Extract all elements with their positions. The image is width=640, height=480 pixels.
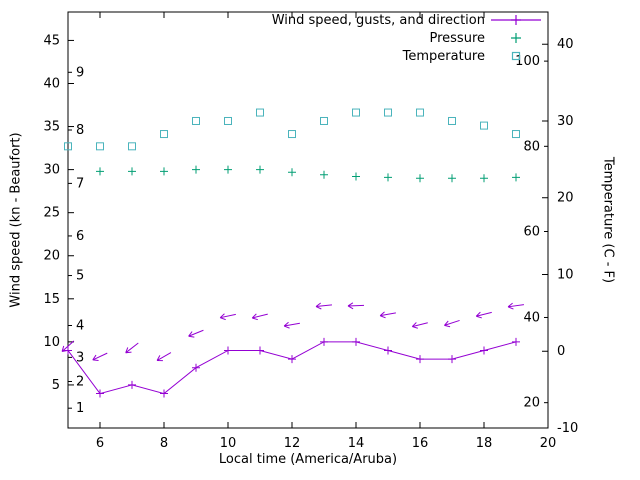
svg-text:18: 18: [476, 436, 493, 451]
right-axis-ticks: -10 0 10 20 30 40: [542, 37, 578, 436]
x-axis-label: Local time (America/Aruba): [218, 452, 398, 467]
svg-text:7: 7: [76, 176, 84, 191]
svg-text:3: 3: [76, 350, 84, 365]
svg-text:20: 20: [557, 191, 574, 206]
series-wind: [64, 337, 520, 398]
svg-text:35: 35: [43, 120, 60, 135]
svg-text:10: 10: [557, 267, 574, 282]
svg-text:40: 40: [43, 76, 60, 91]
svg-text:5: 5: [52, 378, 60, 393]
svg-text:9: 9: [76, 65, 84, 80]
svg-text:6: 6: [96, 436, 104, 451]
svg-text:5: 5: [76, 269, 84, 284]
legend-row-temperature: Temperature: [272, 47, 541, 65]
svg-text:16: 16: [412, 436, 429, 451]
svg-text:15: 15: [43, 292, 60, 307]
legend-sample-temperature-marker: [491, 49, 541, 63]
svg-text:40: 40: [557, 37, 574, 52]
left-y-axis-label: Wind speed (kn - Beaufort): [8, 132, 24, 308]
svg-text:100: 100: [515, 54, 540, 69]
left-axis-ticks: 5 10 15 20 25 30 35 40 45: [43, 33, 74, 393]
series-pressure: [96, 165, 520, 183]
legend-row-pressure: Pressure: [272, 29, 541, 47]
svg-text:8: 8: [160, 436, 168, 451]
svg-text:2: 2: [76, 374, 84, 389]
svg-text:20: 20: [523, 396, 540, 411]
svg-text:0: 0: [557, 344, 565, 359]
beaufort-scale-labels: 1 2 3 4 5 6 7 8 9: [68, 65, 84, 416]
legend-label-temperature: Temperature: [402, 48, 485, 64]
svg-text:25: 25: [43, 206, 60, 221]
series-temperature: [64, 108, 520, 151]
svg-text:10: 10: [43, 335, 60, 350]
svg-text:20: 20: [43, 249, 60, 264]
svg-text:40: 40: [523, 310, 540, 325]
svg-text:30: 30: [43, 163, 60, 178]
svg-text:45: 45: [43, 33, 60, 48]
legend-label-pressure: Pressure: [429, 30, 485, 46]
legend-sample-pressure-marker: [491, 31, 541, 45]
legend-sample-wind-line: [491, 13, 541, 27]
svg-text:14: 14: [348, 436, 365, 451]
chart-legend: Wind speed, gusts, and direction Pressur…: [272, 11, 541, 65]
x-axis-ticks: 6 8 10 12 14 16 18 20: [96, 12, 556, 451]
svg-text:4: 4: [76, 319, 84, 334]
svg-text:20: 20: [540, 436, 557, 451]
legend-label-wind: Wind speed, gusts, and direction: [271, 12, 485, 28]
svg-text:60: 60: [523, 225, 540, 240]
right-y-axis-label: Temperature (C - F): [600, 156, 616, 284]
svg-text:1: 1: [76, 401, 84, 416]
svg-text:6: 6: [76, 229, 84, 244]
plot-border: [67, 11, 549, 429]
series-wind-vectors: [61, 302, 524, 362]
svg-text:-10: -10: [557, 421, 578, 436]
fahrenheit-scale-labels: 20 40 60 80 100: [515, 54, 548, 411]
legend-row-wind: Wind speed, gusts, and direction: [272, 11, 541, 29]
svg-text:80: 80: [523, 139, 540, 154]
svg-text:12: 12: [284, 436, 301, 451]
svg-text:8: 8: [76, 123, 84, 138]
svg-text:10: 10: [220, 436, 237, 451]
svg-text:30: 30: [557, 114, 574, 129]
